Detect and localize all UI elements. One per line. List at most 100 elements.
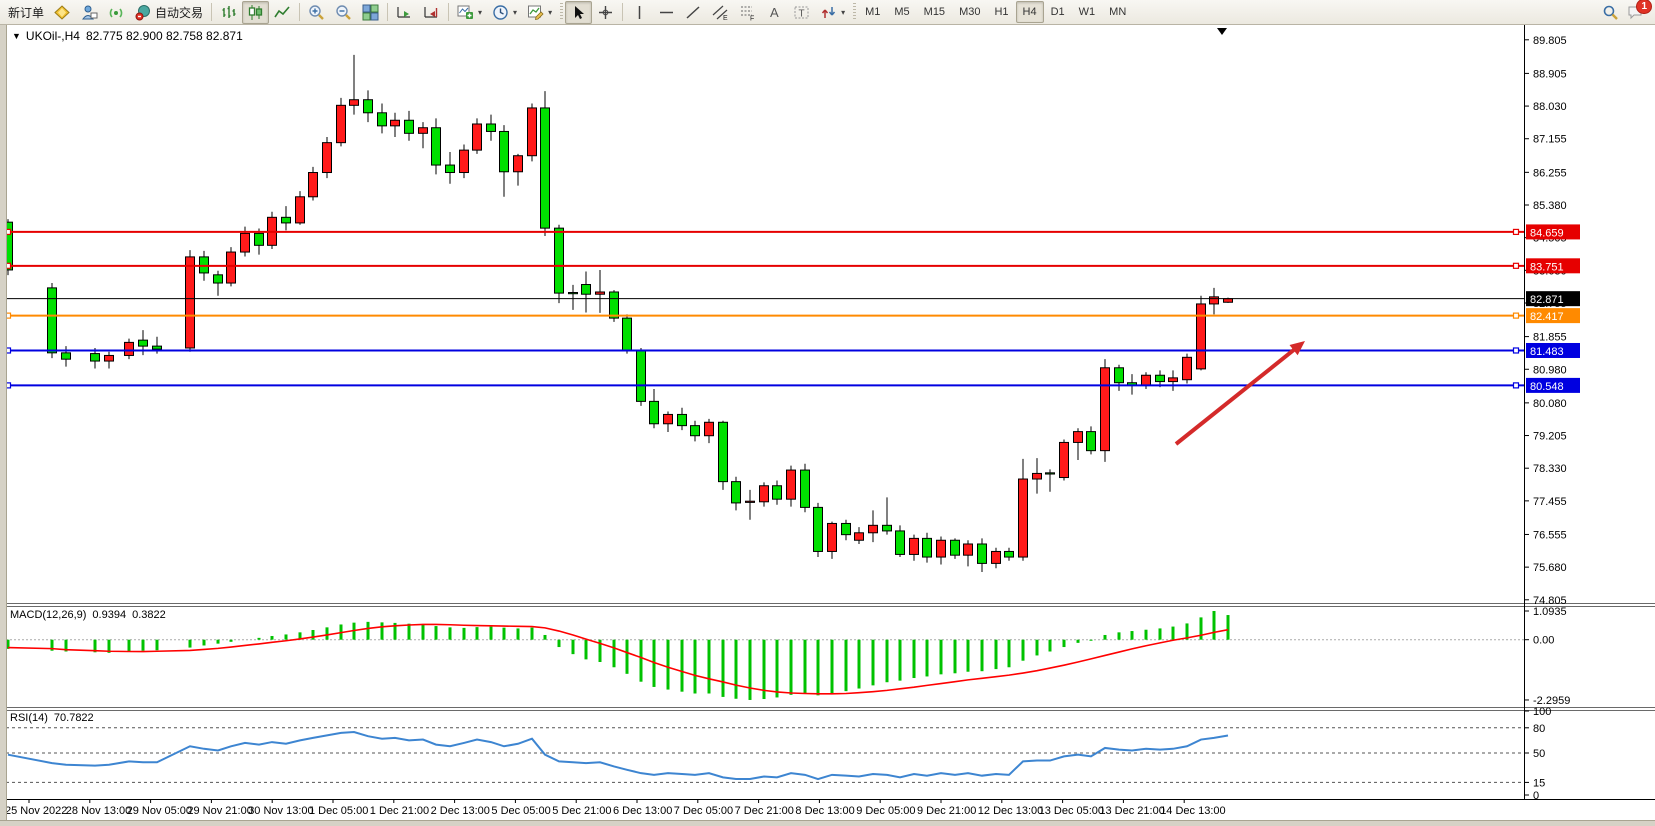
level-line-82417-price-label-box [1526, 308, 1580, 324]
candle [459, 149, 469, 174]
price-tick-label: 86.255 [1533, 167, 1567, 179]
timeframe-button-h4[interactable]: H4 [1015, 1, 1044, 23]
auto-scroll-button[interactable] [391, 1, 418, 24]
timeframe-button-mn[interactable]: MN [1109, 6, 1127, 18]
candle [281, 216, 291, 224]
candle [1141, 374, 1151, 386]
dropdown-arrow-icon[interactable]: ▾ [841, 7, 846, 17]
timeframe-button-m1[interactable]: M1 [865, 6, 881, 18]
candle [472, 123, 482, 151]
time-label: 7 Dec 21:00 [735, 805, 794, 817]
zoom-in-icon [308, 4, 325, 21]
timeframe-button-w1[interactable]: W1 [1078, 6, 1096, 18]
indicators-button[interactable]: ▾ [452, 1, 487, 24]
candle [1114, 367, 1124, 384]
candle [977, 543, 987, 564]
dropdown-arrow-icon[interactable]: ▾ [478, 7, 483, 17]
resistance-line-84659-price-label-box [1526, 224, 1580, 240]
toolbar-separator [448, 3, 450, 21]
templates-button[interactable]: ▾ [522, 1, 557, 24]
search-icon[interactable] [1602, 4, 1619, 21]
zoom-out-button[interactable] [330, 1, 357, 24]
chart-shift-button[interactable] [418, 1, 445, 24]
periods-button[interactable]: ▾ [487, 1, 522, 24]
chart-shift-marker[interactable] [1217, 28, 1227, 35]
market-watch-button[interactable] [76, 1, 103, 24]
price-tick-label: 78.330 [1533, 463, 1567, 475]
candle [1045, 472, 1055, 475]
vline-icon [631, 4, 648, 21]
chart-shift-icon [423, 4, 440, 21]
trendline-button[interactable] [680, 1, 707, 24]
level-line-82417-handle[interactable] [1512, 312, 1520, 319]
svg-text:A: A [770, 5, 779, 20]
candle [47, 287, 57, 354]
time-label: 5 Dec 21:00 [552, 805, 611, 817]
support-line-80548-handle[interactable] [1512, 382, 1520, 389]
new-order-button[interactable]: 新订单 [3, 1, 49, 24]
indicators-icon [457, 4, 474, 21]
timeframe-button-m30[interactable]: M30 [959, 6, 981, 18]
candle [800, 469, 810, 508]
support-line-81483-handle[interactable] [1512, 347, 1520, 354]
periods-icon [492, 4, 509, 21]
label-icon: T [793, 4, 810, 21]
horizontal-line-button[interactable] [653, 1, 680, 24]
candle [90, 353, 100, 362]
chart-canvas[interactable]: 89.80588.90588.03087.15586.25585.38084.5… [0, 25, 1655, 826]
time-label: 13 Dec 05:00 [1039, 805, 1104, 817]
bar-chart-button[interactable] [215, 1, 242, 24]
text-icon: A [766, 4, 783, 21]
rsi-axis-label: 100 [1533, 706, 1551, 718]
toolbar: 新订单 自动交易 ▾ ▾ ▾ E F A T ▾ M1 M5 M15 M30 H1 H4 D1 W1 MN 1 [0, 0, 1655, 25]
auto-trading-button[interactable]: 自动交易 [130, 1, 208, 24]
timeframe-button-h1[interactable]: H1 [994, 6, 1009, 18]
candle [513, 155, 523, 173]
candle [499, 130, 509, 173]
dropdown-arrow-icon[interactable]: ▾ [513, 7, 518, 17]
candle [745, 500, 755, 503]
toolbar-grip[interactable] [559, 3, 564, 21]
signals-button[interactable] [103, 1, 130, 24]
notification-badge: 1 [1636, 0, 1652, 14]
vertical-line-button[interactable] [626, 1, 653, 24]
charts-group-icon-button[interactable] [49, 1, 76, 24]
tile-windows-button[interactable] [357, 1, 384, 24]
toolbar-separator [622, 3, 624, 21]
candle [895, 530, 905, 555]
resistance-line-83751-handle[interactable] [1512, 262, 1520, 269]
crosshair-button[interactable] [592, 1, 619, 24]
current-price-line-price-label-box [1526, 291, 1580, 307]
text-button[interactable]: A [761, 1, 788, 24]
candle [581, 284, 591, 295]
candle [649, 400, 659, 425]
line-chart-button[interactable] [269, 1, 296, 24]
dropdown-arrow-icon[interactable]: ▾ [548, 7, 553, 17]
arrows-button[interactable]: ▾ [815, 1, 850, 24]
toolbar-grip[interactable] [852, 3, 857, 21]
cursor-button[interactable] [565, 0, 593, 24]
candle [377, 112, 387, 127]
timeframe-button-d1[interactable]: D1 [1050, 6, 1065, 18]
tile-windows-icon [362, 4, 379, 21]
time-label: 28 Nov 13:00 [66, 805, 131, 817]
candle [963, 543, 973, 556]
price-tick-label: 79.205 [1533, 431, 1567, 443]
candle [1223, 298, 1233, 303]
text-label-button[interactable]: T [788, 1, 815, 24]
timeframe-button-m15[interactable]: M15 [923, 6, 946, 18]
notifications-button[interactable]: 1 [1627, 0, 1652, 21]
timeframe-button-m5[interactable]: M5 [894, 6, 910, 18]
candle [827, 522, 837, 552]
candle [213, 274, 223, 284]
trend-arrow-annotation[interactable] [1174, 345, 1299, 446]
resistance-line-84659-handle[interactable] [1512, 228, 1520, 236]
fibonacci-button[interactable]: F [734, 1, 761, 24]
zoom-in-button[interactable] [303, 1, 330, 24]
candlestick-chart-button[interactable] [242, 0, 270, 24]
time-label: 6 Dec 13:00 [613, 805, 672, 817]
equidistant-channel-button[interactable]: E [707, 1, 734, 24]
symbol-dropdown-icon[interactable]: ▼ [12, 31, 21, 41]
candle [1100, 367, 1110, 452]
